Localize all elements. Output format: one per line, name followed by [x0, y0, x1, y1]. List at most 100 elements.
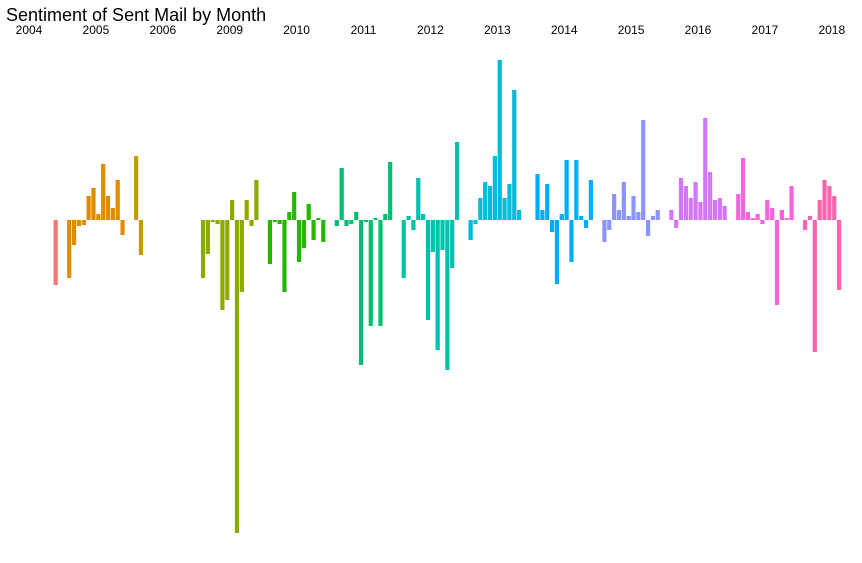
facet-label: 2017 — [752, 23, 779, 37]
bar — [745, 212, 751, 220]
bar — [383, 214, 388, 220]
bar — [545, 184, 550, 220]
bar — [588, 180, 593, 220]
bar — [445, 220, 450, 370]
bar — [378, 220, 383, 326]
bar — [244, 200, 249, 220]
bar — [473, 220, 478, 224]
bar — [602, 220, 607, 242]
bar — [301, 220, 306, 248]
bar — [440, 220, 445, 250]
bar — [239, 220, 244, 292]
bar — [817, 200, 822, 220]
bar — [401, 220, 406, 278]
bar — [487, 186, 493, 220]
bar — [774, 220, 780, 305]
bar — [215, 220, 220, 224]
bar — [607, 220, 612, 230]
bar — [755, 214, 760, 220]
bar — [827, 186, 832, 220]
bar — [822, 180, 827, 220]
bar — [105, 196, 111, 220]
bar — [540, 210, 545, 220]
facet-label: 2012 — [417, 23, 444, 37]
bar — [368, 220, 373, 326]
bar — [81, 220, 86, 225]
facet-label: 2018 — [818, 23, 845, 37]
bar — [574, 160, 579, 220]
facet-label: 2006 — [149, 23, 176, 37]
bar — [621, 182, 626, 220]
bar — [683, 186, 688, 220]
bar — [421, 214, 426, 220]
bar — [760, 220, 765, 224]
bar — [272, 220, 277, 222]
facet-label: 2005 — [83, 23, 110, 37]
bar — [311, 220, 316, 240]
bar — [234, 220, 240, 533]
bar — [254, 180, 259, 220]
bar — [110, 208, 115, 220]
bar — [712, 200, 718, 220]
bar — [101, 164, 106, 220]
bar — [803, 220, 808, 230]
bar — [497, 60, 502, 220]
bar — [650, 216, 656, 220]
bar — [483, 182, 488, 220]
bar — [225, 220, 230, 300]
bar — [267, 220, 273, 264]
bar — [507, 184, 512, 220]
bar — [812, 220, 817, 352]
bar — [406, 216, 411, 220]
bar — [292, 192, 297, 220]
bar — [354, 212, 359, 220]
bar — [321, 220, 326, 242]
bar — [339, 168, 344, 220]
chart-title: Sentiment of Sent Mail by Month — [6, 5, 266, 25]
bar — [138, 220, 144, 255]
bar — [287, 212, 292, 220]
bar — [517, 210, 522, 220]
bar — [703, 118, 708, 220]
bar — [674, 220, 679, 228]
bar — [750, 218, 755, 220]
facet-label: 2014 — [551, 23, 578, 37]
bar — [554, 220, 560, 284]
bar — [344, 220, 349, 226]
bar — [770, 208, 775, 220]
bar — [765, 200, 770, 220]
bar — [569, 220, 574, 262]
bar — [316, 218, 321, 220]
bar — [583, 220, 589, 228]
bar — [91, 188, 96, 220]
bar — [425, 220, 431, 320]
bar — [468, 220, 473, 240]
bar — [349, 220, 354, 224]
bar — [76, 220, 82, 226]
bar — [492, 156, 497, 220]
bar — [220, 220, 225, 310]
bar — [736, 194, 741, 220]
bar — [832, 196, 837, 220]
facet-label: 2013 — [484, 23, 511, 37]
facet-label: 2004 — [16, 23, 43, 37]
bar — [693, 182, 698, 220]
bar — [363, 220, 369, 222]
bar — [740, 158, 746, 220]
bar — [559, 214, 564, 220]
bar — [645, 220, 651, 236]
facet-label: 2009 — [216, 23, 243, 37]
bar — [612, 194, 617, 220]
bar — [296, 220, 302, 262]
bar — [549, 220, 555, 232]
bar — [631, 196, 636, 220]
bar — [616, 210, 622, 220]
bar — [230, 200, 235, 220]
bar — [708, 172, 713, 220]
bar — [641, 120, 646, 220]
bar — [636, 212, 641, 220]
bar — [807, 216, 813, 220]
bar — [96, 214, 101, 220]
bar — [71, 220, 77, 245]
